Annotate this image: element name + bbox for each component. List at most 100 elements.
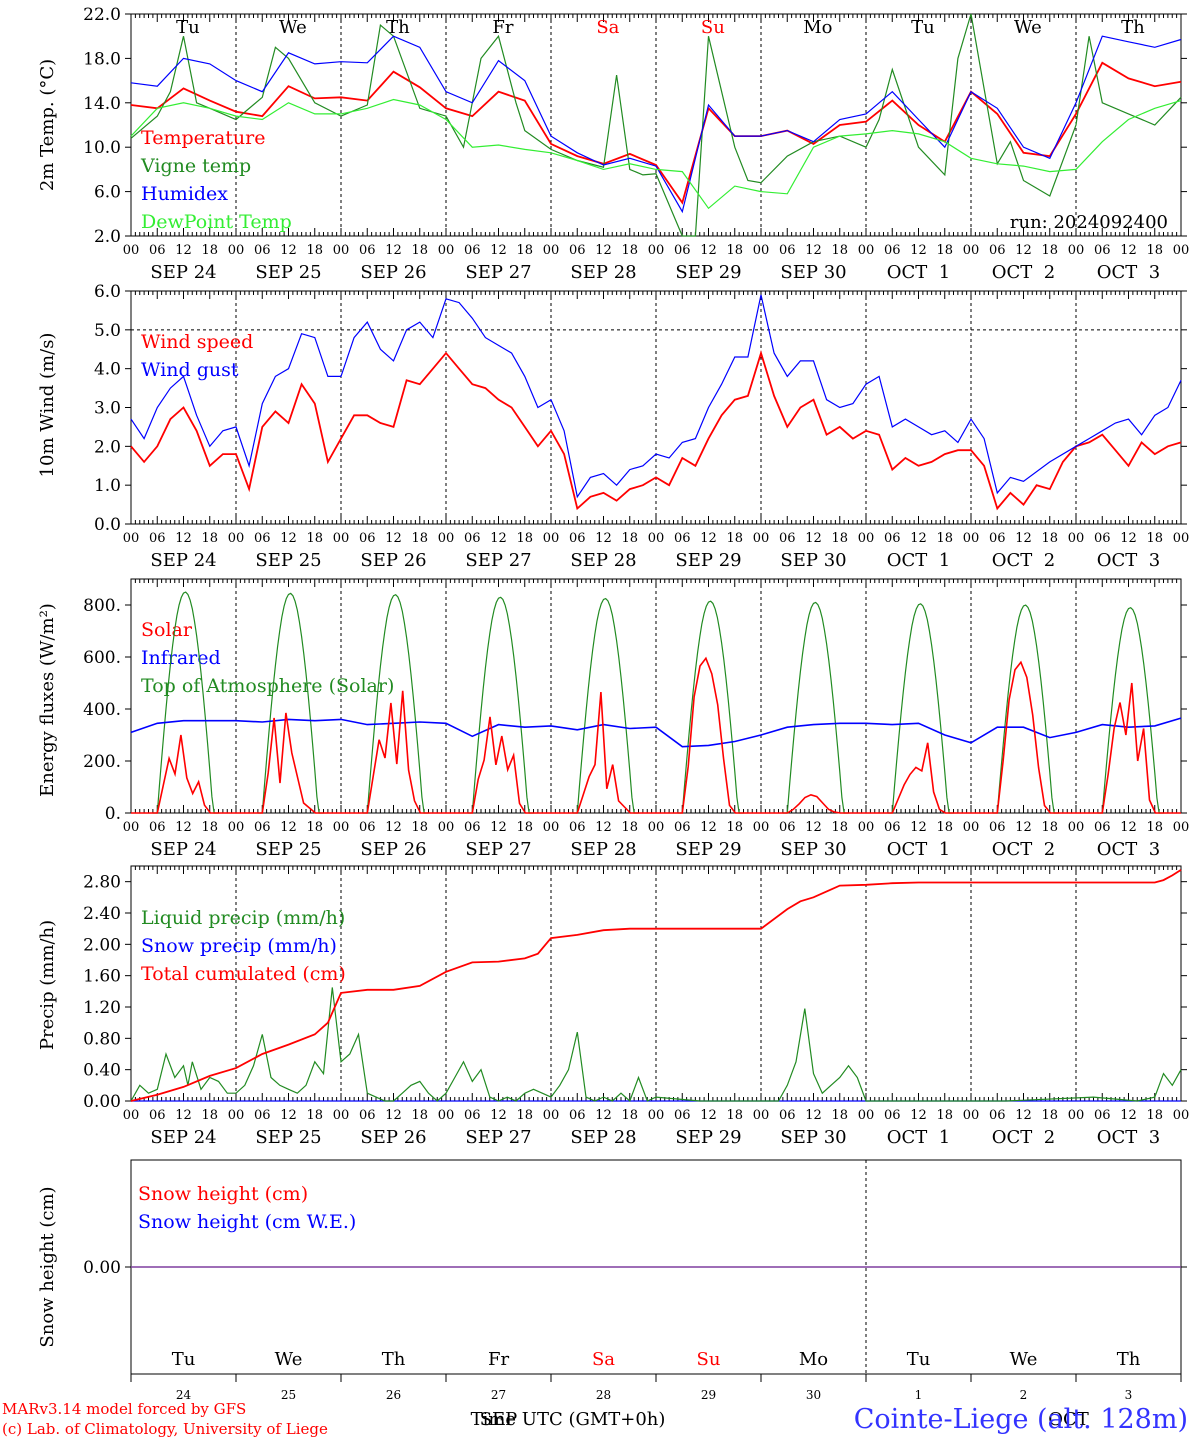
- hour-tick-label: 18: [1146, 820, 1163, 835]
- hour-tick-label: 06: [1094, 1108, 1111, 1123]
- hour-tick-label: 12: [805, 531, 822, 546]
- y-tick-label: 10.0: [83, 138, 121, 158]
- hour-tick-label: 12: [595, 820, 612, 835]
- weekday-label: Mo: [803, 17, 832, 38]
- hour-tick-label: 12: [1015, 820, 1032, 835]
- hour-tick-label: 06: [779, 820, 796, 835]
- hour-tick-label: 00: [1068, 243, 1085, 258]
- date-label: SEP 25: [255, 1127, 321, 1148]
- hour-tick-label: 18: [1041, 531, 1058, 546]
- y-tick-label: 4.0: [94, 360, 121, 380]
- hour-tick-label: 12: [280, 531, 297, 546]
- hour-tick-label: 00: [858, 820, 875, 835]
- hour-tick-label: 12: [1015, 243, 1032, 258]
- hour-tick-label: 12: [280, 1108, 297, 1123]
- hour-tick-label: 00: [753, 243, 770, 258]
- hour-tick-label: 18: [831, 531, 848, 546]
- hour-tick-label: 06: [674, 531, 691, 546]
- date-label: SEP 26: [360, 550, 426, 571]
- hour-tick-label: 06: [149, 243, 166, 258]
- hour-tick-label: 18: [201, 243, 218, 258]
- hour-tick-label: 06: [149, 820, 166, 835]
- hour-tick-label: 06: [359, 243, 376, 258]
- hour-tick-label: 18: [516, 243, 533, 258]
- hour-tick-label: 06: [569, 243, 586, 258]
- hour-tick-label: 12: [805, 243, 822, 258]
- hour-tick-label: 00: [438, 531, 455, 546]
- hour-tick-label: 18: [516, 531, 533, 546]
- hour-tick-label: 12: [490, 531, 507, 546]
- date-label: SEP 26: [360, 1127, 426, 1148]
- bottom-day-number: 1: [915, 1388, 923, 1402]
- hour-tick-label: 12: [700, 531, 717, 546]
- hour-tick-label: 12: [1015, 531, 1032, 546]
- date-label: SEP 27: [465, 262, 531, 283]
- y-tick-label: 0.80: [83, 1029, 121, 1049]
- date-label: SEP 28: [570, 839, 636, 860]
- y-tick-label: 600.: [83, 648, 121, 668]
- date-label: SEP 29: [675, 1127, 741, 1148]
- hour-tick-label: 06: [989, 243, 1006, 258]
- hour-tick-label: 00: [228, 531, 245, 546]
- date-label: SEP 25: [255, 839, 321, 860]
- solar-line: [446, 716, 551, 814]
- date-label: OCT 1: [887, 550, 950, 571]
- hour-tick-label: 00: [543, 531, 560, 546]
- date-label: SEP 30: [780, 262, 846, 283]
- hour-tick-label: 00: [543, 243, 560, 258]
- hour-tick-label: 12: [700, 1108, 717, 1123]
- bottom-day-number: 3: [1125, 1388, 1133, 1402]
- y-tick-label: 400.: [83, 700, 121, 720]
- hour-tick-label: 06: [254, 243, 271, 258]
- y-tick-label: 22.0: [83, 5, 121, 25]
- liquid-precip-line: [130, 987, 1182, 1103]
- y-tick-label: 18.0: [83, 49, 121, 69]
- hour-tick-label: 12: [175, 243, 192, 258]
- bottom-day-number: 28: [596, 1388, 611, 1402]
- y-tick-label: 0.40: [83, 1061, 121, 1081]
- bottom-weekday-label: Sa: [592, 1349, 615, 1370]
- hour-tick-label: 00: [333, 531, 350, 546]
- solar-line: [866, 742, 971, 814]
- solar-line: [551, 692, 656, 814]
- hour-tick-label: 18: [306, 820, 323, 835]
- y-tick-label: 200.: [83, 752, 121, 772]
- hour-tick-label: 00: [648, 531, 665, 546]
- hour-tick-label: 18: [726, 531, 743, 546]
- hour-tick-label: 12: [490, 820, 507, 835]
- hour-tick-label: 12: [1120, 1108, 1137, 1123]
- hour-tick-label: 12: [595, 243, 612, 258]
- hour-tick-label: 18: [621, 1108, 638, 1123]
- hour-tick-label: 18: [936, 820, 953, 835]
- hour-tick-label: 18: [411, 243, 428, 258]
- hour-tick-label: 18: [201, 531, 218, 546]
- weekday-label: Fr: [492, 17, 513, 38]
- y-tick-label: 2.80: [83, 873, 121, 893]
- bottom-weekday-label: Su: [697, 1349, 721, 1370]
- hour-tick-label: 06: [149, 1108, 166, 1123]
- legend-label: Solar: [141, 619, 193, 641]
- hour-tick-label: 18: [306, 531, 323, 546]
- weekday-label: Th: [386, 17, 410, 38]
- bottom-weekday-label: Fr: [488, 1349, 509, 1370]
- y-axis-label: 2m Temp. (°C): [37, 59, 58, 191]
- hour-tick-label: 06: [779, 1108, 796, 1123]
- toa-solar-line: [467, 596, 534, 814]
- hour-tick-label: 00: [648, 820, 665, 835]
- solar-line: [971, 660, 1076, 814]
- hour-tick-label: 06: [1094, 243, 1111, 258]
- y-tick-label: 3.0: [94, 399, 121, 419]
- legend-label: Total cumulated (cm): [141, 963, 346, 985]
- hour-tick-label: 06: [569, 820, 586, 835]
- bottom-weekday-label: Mo: [799, 1349, 828, 1370]
- hour-tick-label: 00: [648, 243, 665, 258]
- date-label: SEP 29: [675, 839, 741, 860]
- date-label: OCT 1: [887, 1127, 950, 1148]
- hour-tick-label: 18: [726, 1108, 743, 1123]
- hour-tick-label: 00: [228, 820, 245, 835]
- hour-tick-label: 12: [490, 243, 507, 258]
- hour-tick-label: 12: [1120, 531, 1137, 546]
- date-label: SEP 28: [570, 550, 636, 571]
- hour-tick-label: 18: [831, 243, 848, 258]
- hour-tick-label: 00: [333, 243, 350, 258]
